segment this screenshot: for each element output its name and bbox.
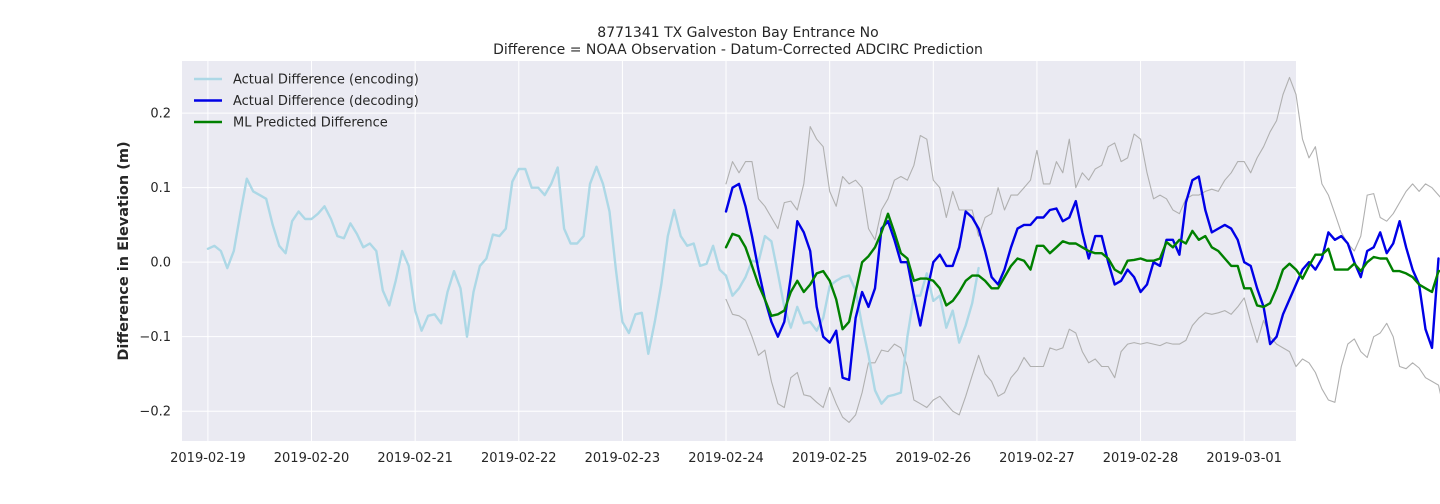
x-tick-label: 2019-02-22 [481,451,557,466]
legend-label: ML Predicted Difference [233,116,388,131]
bound-line-lower [725,297,1440,423]
legend: Actual Difference (encoding) Actual Diffe… [194,73,419,131]
x-tick-label: 2019-03-01 [1206,451,1282,466]
y-axis-ticks: −0.2 −0.1 0.0 0.1 0.2 [139,107,171,420]
series-line-decoding [724,175,1440,382]
y-tick-label: −0.1 [139,330,171,345]
x-tick-label: 2019-02-19 [170,451,246,466]
x-tick-label: 2019-02-21 [377,451,453,466]
x-axis-ticks: 2019-02-19 2019-02-20 2019-02-21 2019-02-22… [170,451,1282,466]
x-tick-label: 2019-02-25 [792,451,868,466]
y-tick-label: 0.1 [150,181,171,196]
series-line-encoding [206,165,980,405]
x-tick-label: 2019-02-23 [585,451,661,466]
legend-label: Actual Difference (encoding) [233,73,419,88]
x-tick-label: 2019-02-20 [274,451,350,466]
x-tick-label: 2019-02-26 [896,451,972,466]
x-tick-label: 2019-02-24 [688,451,764,466]
plot-background [182,61,1296,441]
series-layer [206,76,1440,423]
x-tick-label: 2019-02-27 [999,451,1075,466]
y-tick-label: −0.2 [139,405,171,420]
x-tick-label: 2019-02-28 [1103,451,1179,466]
y-axis-label: Difference in Elevation (m) [116,141,132,360]
bound-line-upper [725,76,1440,252]
series-line-ml-prediction [724,212,1440,331]
chart-subtitle: Difference = NOAA Observation - Datum-Co… [493,42,983,58]
y-tick-label: 0.2 [150,107,171,122]
chart-title: 8771341 TX Galveston Bay Entrance No [597,25,878,41]
legend-label: Actual Difference (decoding) [233,94,419,109]
y-tick-label: 0.0 [150,256,171,271]
